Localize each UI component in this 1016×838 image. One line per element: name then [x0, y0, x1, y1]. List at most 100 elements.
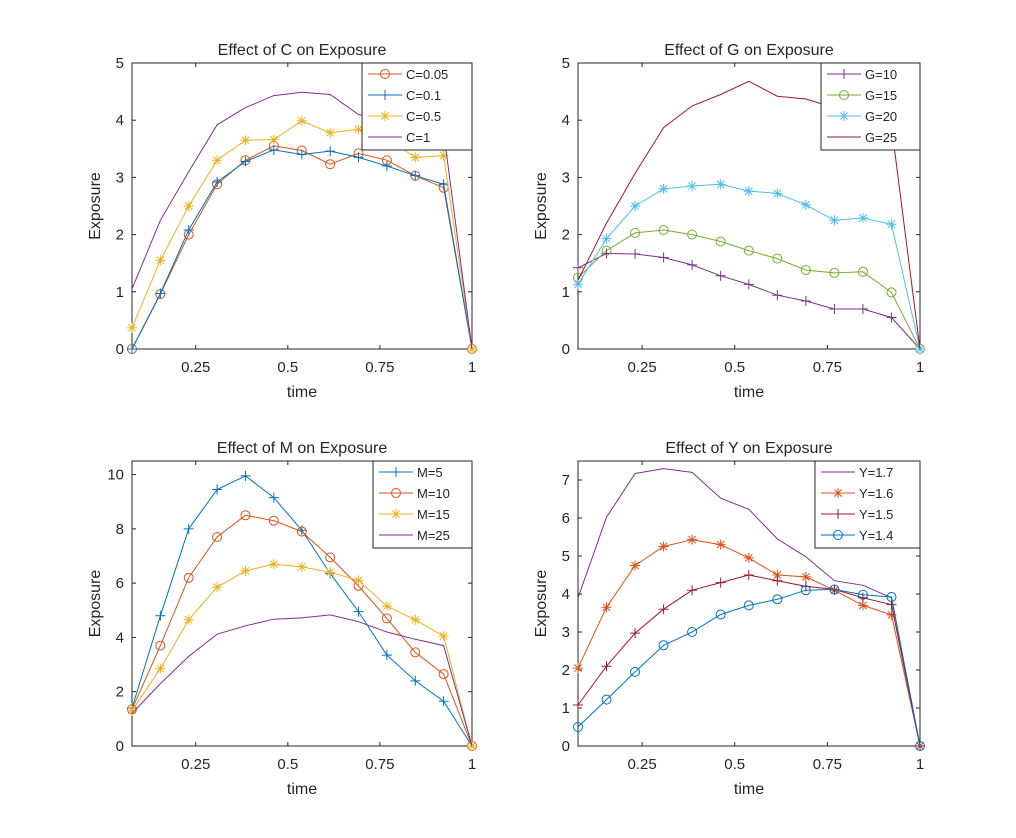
- x-tick-label: 1: [916, 756, 924, 773]
- data-point: [438, 696, 449, 707]
- data-point: [715, 577, 726, 588]
- plot-area: [131, 460, 473, 747]
- data-point: [743, 186, 754, 197]
- x-tick-label: 0.25: [181, 756, 210, 773]
- data-point: [743, 279, 754, 290]
- legend-marker: [839, 111, 849, 121]
- data-point: [183, 201, 194, 211]
- y-tick-label: 1: [116, 284, 124, 301]
- data-point: [410, 675, 421, 686]
- data-point: [296, 561, 307, 572]
- y-tick-label: 3: [562, 624, 570, 641]
- y-tick-label: 2: [116, 227, 124, 244]
- data-point: [658, 225, 669, 236]
- data-point: [658, 541, 669, 552]
- legend: C=0.05 C=0.1 C=0.5 C=1: [361, 62, 473, 151]
- x-tick-label: 0.5: [277, 359, 298, 376]
- data-point: [829, 215, 840, 226]
- legend-label: Y=1.7: [859, 465, 893, 480]
- data-point: [829, 267, 840, 278]
- series-line: [577, 588, 921, 747]
- series-line: [577, 468, 921, 747]
- data-point: [886, 609, 897, 620]
- subplot-1: 0.25 0.5 0.75 1 0 1 2 3 4 5 Effect of C on Exposur…: [87, 42, 477, 401]
- data-point: [857, 303, 868, 314]
- data-point: [410, 152, 421, 163]
- data-point: [155, 288, 166, 299]
- legend-label: Y=1.4: [859, 528, 893, 543]
- legend-box: [361, 62, 473, 151]
- data-point: [381, 650, 392, 661]
- data-point: [630, 666, 641, 677]
- series-line: [577, 229, 921, 350]
- data-point: [743, 552, 754, 563]
- data-point: [353, 124, 364, 135]
- data-point: [772, 575, 783, 586]
- data-point: [438, 669, 449, 680]
- y-tick-label: 1: [562, 284, 570, 301]
- legend-marker: [391, 467, 401, 477]
- legend-entry: M=15: [379, 507, 450, 522]
- y-tick-label: 4: [562, 112, 570, 129]
- legend-marker: [380, 90, 390, 100]
- series-M=25: [131, 614, 473, 747]
- legend-marker: [839, 90, 849, 100]
- data-point: [381, 160, 392, 171]
- x-axis-label: time: [734, 384, 764, 401]
- legend-entry: C=0.1: [368, 88, 441, 103]
- data-point: [381, 613, 392, 624]
- x-tick-label: 0.75: [365, 359, 394, 376]
- legend-label: C=1: [406, 130, 430, 145]
- data-point: [240, 565, 251, 576]
- data-point: [800, 571, 811, 582]
- series-M=10: [127, 510, 477, 751]
- data-point: [630, 249, 641, 260]
- x-axis-label: time: [287, 384, 317, 401]
- legend-label: M=25: [417, 528, 450, 543]
- data-point: [127, 322, 137, 333]
- data-point: [800, 585, 811, 596]
- data-point: [325, 567, 336, 578]
- data-point: [857, 213, 868, 224]
- legend: G=10 G=15 G=20 G=25: [820, 62, 921, 151]
- data-point: [573, 663, 583, 674]
- data-point: [573, 279, 583, 290]
- data-point: [240, 470, 251, 481]
- x-tick-label: 0.75: [813, 359, 842, 376]
- legend: M=5 M=10 M=15 M=25: [372, 460, 473, 549]
- legend-label: C=0.5: [406, 109, 441, 124]
- data-point: [687, 229, 698, 240]
- legend-entry: G=15: [827, 88, 897, 103]
- data-point: [772, 290, 783, 301]
- legend-marker: [833, 488, 843, 498]
- data-point: [268, 144, 279, 155]
- data-point: [601, 233, 612, 244]
- data-point: [353, 575, 364, 586]
- legend-label: G=15: [865, 88, 897, 103]
- x-tick-label: 0.5: [277, 756, 298, 773]
- data-point: [857, 589, 868, 600]
- y-tick-label: 0: [116, 738, 124, 755]
- y-tick-label: 4: [116, 112, 124, 129]
- plot-title: Effect of G on Exposure: [664, 42, 834, 59]
- y-tick-label: 10: [107, 467, 124, 484]
- legend-entry: G=10: [827, 67, 897, 82]
- data-point: [296, 149, 307, 160]
- legend-entry: C=0.5: [368, 109, 441, 124]
- legend: Y=1.7 Y=1.6 Y=1.5 Y=1.4: [814, 460, 921, 549]
- y-tick-label: 3: [116, 169, 124, 186]
- data-point: [715, 270, 726, 281]
- y-tick-label: 6: [562, 510, 570, 527]
- data-point: [573, 699, 583, 710]
- data-point: [886, 219, 897, 230]
- data-point: [353, 152, 364, 163]
- data-point: [630, 201, 641, 211]
- data-point: [268, 515, 279, 526]
- data-point: [296, 526, 307, 537]
- legend-label: G=25: [865, 130, 897, 145]
- data-point: [800, 295, 811, 306]
- legend-label: C=0.1: [406, 88, 441, 103]
- series-Y=1.5: [573, 570, 925, 751]
- data-point: [325, 159, 336, 170]
